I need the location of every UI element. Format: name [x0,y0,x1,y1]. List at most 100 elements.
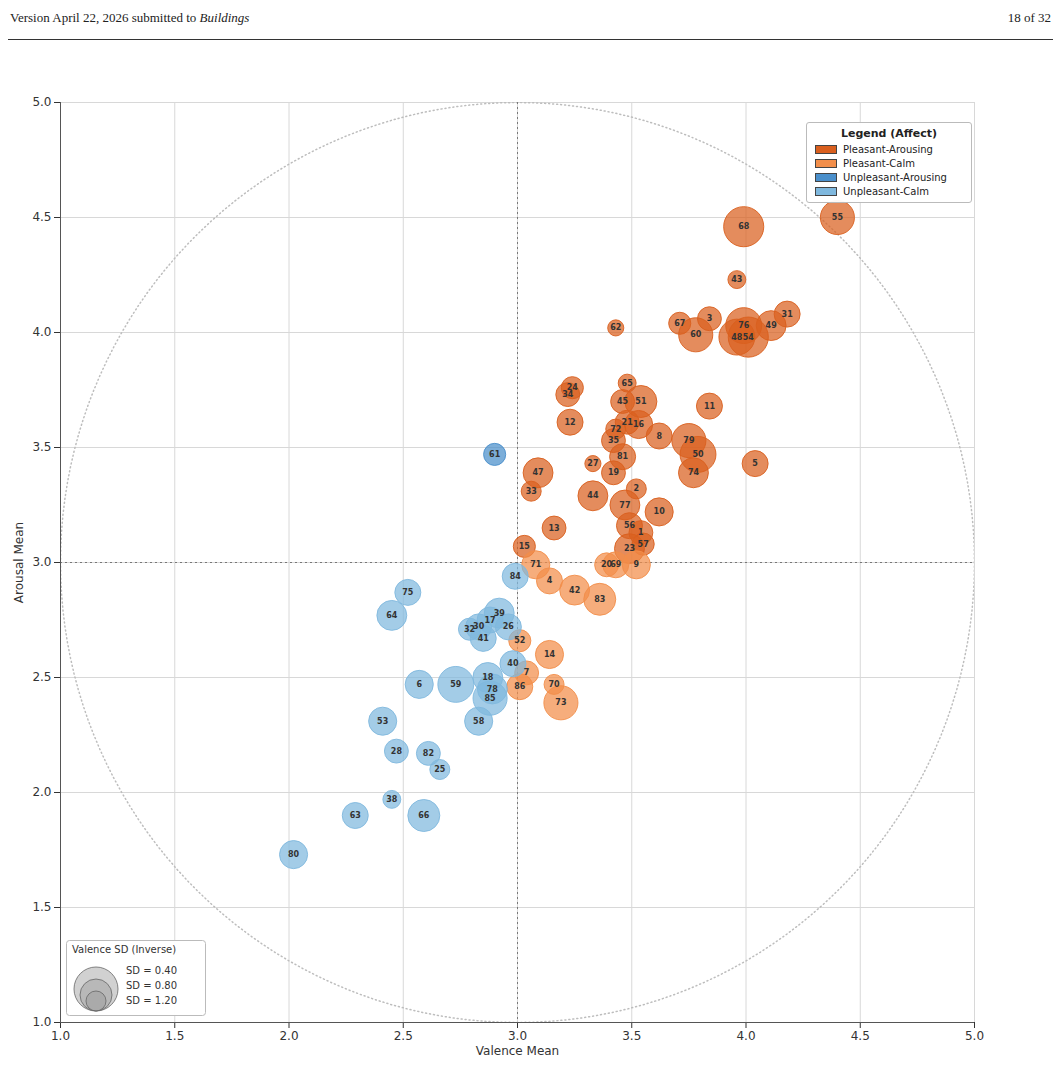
svg-text:78: 78 [487,685,499,694]
svg-text:17: 17 [485,616,496,625]
svg-text:61: 61 [489,450,501,459]
svg-text:5.0: 5.0 [965,1029,984,1043]
svg-text:86: 86 [514,682,526,691]
svg-text:3.5: 3.5 [622,1029,641,1043]
svg-text:Arousal Mean: Arousal Mean [12,522,26,603]
svg-text:67: 67 [674,319,685,328]
svg-text:10: 10 [654,507,666,516]
svg-text:82: 82 [423,749,434,758]
svg-text:85: 85 [485,694,497,703]
svg-text:55: 55 [832,213,844,222]
svg-text:4.0: 4.0 [736,1029,755,1043]
svg-text:64: 64 [386,611,398,620]
svg-text:33: 33 [526,487,537,496]
svg-text:52: 52 [514,636,525,645]
svg-text:60: 60 [690,330,702,339]
svg-text:74: 74 [688,468,700,477]
svg-text:38: 38 [386,795,398,804]
svg-text:1: 1 [638,528,644,537]
svg-text:14: 14 [544,650,556,659]
svg-text:48: 48 [731,333,743,342]
svg-text:73: 73 [555,698,566,707]
svg-text:53: 53 [377,717,388,726]
svg-text:11: 11 [704,402,716,411]
svg-text:70: 70 [548,680,560,689]
svg-text:50: 50 [692,450,704,459]
svg-text:62: 62 [610,323,621,332]
svg-text:2.5: 2.5 [32,670,51,684]
svg-text:51: 51 [635,397,647,406]
svg-text:25: 25 [434,765,446,774]
svg-text:75: 75 [402,588,414,597]
svg-text:15: 15 [519,542,531,551]
svg-text:8: 8 [656,432,662,441]
svg-text:16: 16 [633,420,645,429]
svg-text:4.5: 4.5 [851,1029,870,1043]
svg-text:19: 19 [608,468,620,477]
svg-text:42: 42 [569,586,580,595]
svg-text:40: 40 [507,659,519,668]
svg-text:12: 12 [564,418,575,427]
svg-text:71: 71 [530,560,542,569]
svg-text:21: 21 [622,418,634,427]
svg-text:2.0: 2.0 [32,785,51,799]
svg-text:6: 6 [416,680,422,689]
svg-text:79: 79 [683,436,695,445]
svg-text:4.5: 4.5 [32,210,51,224]
svg-text:18: 18 [482,673,494,682]
svg-text:Valence SD (Inverse): Valence SD (Inverse) [72,944,176,955]
svg-text:1.5: 1.5 [32,900,51,914]
svg-text:28: 28 [391,747,403,756]
svg-text:63: 63 [350,811,361,820]
svg-text:20: 20 [601,560,613,569]
svg-text:83: 83 [594,595,605,604]
svg-text:41: 41 [478,634,490,643]
svg-text:5.0: 5.0 [32,95,51,109]
svg-text:3.5: 3.5 [32,440,51,454]
svg-text:3: 3 [707,314,713,323]
svg-text:77: 77 [619,501,630,510]
svg-text:4: 4 [547,576,553,585]
svg-text:SD = 0.80: SD = 0.80 [126,980,177,991]
svg-text:5: 5 [752,459,758,468]
svg-text:72: 72 [610,425,621,434]
svg-text:Valence Mean: Valence Mean [476,1044,559,1058]
svg-text:56: 56 [624,521,636,530]
svg-text:4.0: 4.0 [32,325,51,339]
svg-text:2.5: 2.5 [394,1029,413,1043]
svg-text:57: 57 [638,540,649,549]
svg-text:68: 68 [738,222,750,231]
svg-text:2: 2 [634,484,640,493]
svg-text:43: 43 [731,275,742,284]
svg-text:35: 35 [608,436,620,445]
svg-text:13: 13 [548,524,559,533]
svg-text:76: 76 [738,321,750,330]
svg-text:59: 59 [450,680,462,689]
svg-text:1.0: 1.0 [32,1015,51,1029]
svg-text:44: 44 [587,491,599,500]
svg-text:80: 80 [288,850,300,859]
svg-text:SD = 0.40: SD = 0.40 [126,965,177,976]
svg-text:3.0: 3.0 [508,1029,527,1043]
svg-text:SD = 1.20: SD = 1.20 [126,995,177,1006]
svg-text:49: 49 [766,321,778,330]
svg-text:26: 26 [503,622,515,631]
svg-text:54: 54 [743,333,755,342]
svg-text:81: 81 [617,452,629,461]
svg-text:30: 30 [473,622,485,631]
svg-text:1.5: 1.5 [165,1029,184,1043]
svg-text:47: 47 [532,468,543,477]
svg-text:7: 7 [524,668,530,677]
svg-text:9: 9 [634,560,640,569]
svg-text:58: 58 [473,717,485,726]
svg-text:66: 66 [418,811,430,820]
svg-text:23: 23 [624,544,635,553]
svg-text:1.0: 1.0 [51,1029,70,1043]
svg-text:34: 34 [562,390,574,399]
svg-text:45: 45 [617,397,629,406]
svg-text:2.0: 2.0 [279,1029,298,1043]
svg-text:27: 27 [587,459,598,468]
svg-text:31: 31 [782,310,794,319]
svg-text:84: 84 [510,572,522,581]
svg-text:65: 65 [622,379,634,388]
